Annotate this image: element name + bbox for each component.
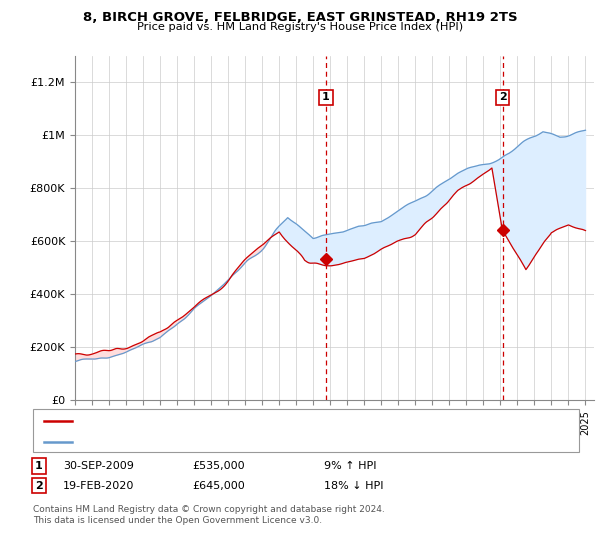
Text: Contains HM Land Registry data © Crown copyright and database right 2024.
This d: Contains HM Land Registry data © Crown c… xyxy=(33,505,385,525)
Text: 2: 2 xyxy=(499,92,506,102)
Text: 19-FEB-2020: 19-FEB-2020 xyxy=(63,480,134,491)
Text: 8, BIRCH GROVE, FELBRIDGE, EAST GRINSTEAD, RH19 2TS (detached house): 8, BIRCH GROVE, FELBRIDGE, EAST GRINSTEA… xyxy=(76,416,475,426)
Text: 2: 2 xyxy=(35,480,43,491)
Text: 1: 1 xyxy=(35,461,43,471)
Text: HPI: Average price, detached house, Tandridge: HPI: Average price, detached house, Tand… xyxy=(76,437,320,446)
Text: £535,000: £535,000 xyxy=(192,461,245,471)
Text: 18% ↓ HPI: 18% ↓ HPI xyxy=(324,480,383,491)
Text: £645,000: £645,000 xyxy=(192,480,245,491)
Text: 9% ↑ HPI: 9% ↑ HPI xyxy=(324,461,377,471)
Text: 8, BIRCH GROVE, FELBRIDGE, EAST GRINSTEAD, RH19 2TS: 8, BIRCH GROVE, FELBRIDGE, EAST GRINSTEA… xyxy=(83,11,517,24)
Text: Price paid vs. HM Land Registry's House Price Index (HPI): Price paid vs. HM Land Registry's House … xyxy=(137,22,463,32)
Text: 1: 1 xyxy=(322,92,330,102)
Text: 30-SEP-2009: 30-SEP-2009 xyxy=(63,461,134,471)
